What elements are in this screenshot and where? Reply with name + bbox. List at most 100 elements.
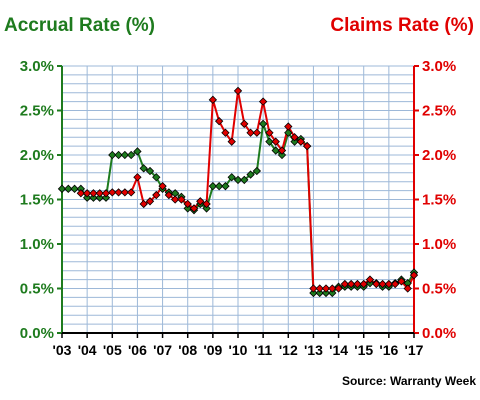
accrual-rate-axis-title: Accrual Rate (%)	[4, 15, 155, 36]
accrual-rate-marker	[64, 184, 73, 193]
ticks: 0.0% 0.5% 1.0% 1.5% 2.0% 2.5% 3.0% 0.0% 0.5% 1.0%…	[20, 58, 456, 358]
claims-rate-marker	[315, 284, 324, 293]
right-tick-label: 0.0%	[422, 325, 456, 342]
claims-rate-marker	[403, 284, 412, 293]
accrual-rate-marker	[82, 193, 92, 202]
accrual-rate-marker	[309, 288, 318, 298]
left-tick-label: 0.5%	[20, 281, 54, 298]
claims-rate-marker	[101, 189, 111, 198]
accrual-rate-marker	[120, 150, 130, 160]
accrual-rate-marker	[108, 150, 117, 160]
claims-rate-marker	[397, 277, 406, 286]
claims-rate-marker	[120, 188, 130, 197]
accrual-rate-marker	[284, 128, 293, 137]
series-markers	[57, 86, 419, 298]
accrual-rate-marker	[126, 150, 136, 160]
left-tick-label: 1.0%	[20, 236, 54, 253]
accrual-rate-marker	[101, 193, 111, 202]
claims-rate-marker	[89, 189, 98, 198]
x-tick-label: '08	[178, 342, 197, 358]
accrual-rate-marker	[290, 137, 299, 146]
left-tick-label: 1.5%	[20, 192, 54, 209]
claims-rate-marker	[208, 95, 218, 104]
accrual-rate-marker	[265, 137, 274, 146]
claims-rate-marker	[233, 86, 243, 96]
x-tick-label: '07	[153, 342, 172, 358]
claims-rate-marker	[202, 199, 211, 209]
accrual-rate-marker	[258, 119, 268, 129]
claims-rate-marker	[409, 270, 419, 280]
accrual-rate-marker	[233, 175, 243, 185]
claims-rate-marker	[271, 137, 280, 146]
accrual-rate-marker	[95, 193, 104, 202]
accrual-rate-marker	[321, 288, 331, 298]
claims-rate-marker	[252, 128, 262, 137]
claims-rate-marker	[164, 190, 174, 200]
claims-rate-marker	[378, 279, 387, 289]
accrual-rate-marker	[227, 173, 236, 182]
right-tick-label: 2.0%	[422, 147, 456, 164]
x-tick-label: '03	[53, 342, 72, 358]
accrual-rate-marker	[240, 175, 249, 185]
claims-rate-marker	[126, 188, 136, 197]
claims-rate-marker	[95, 189, 104, 198]
claims-rate-marker	[346, 279, 356, 289]
accrual-rate-marker	[114, 150, 123, 160]
accrual-rate-marker	[202, 204, 211, 213]
accrual-rate-marker	[139, 164, 148, 173]
accrual-rate-marker	[70, 184, 79, 193]
claims-rate-axis-title: Claims Rate (%)	[330, 15, 474, 36]
claims-rate-marker	[277, 146, 287, 155]
claims-rate-marker	[170, 195, 180, 204]
claims-rate-marker	[328, 284, 337, 293]
x-tick-label: '14	[329, 342, 348, 358]
claims-rate-marker	[227, 137, 236, 146]
claims-rate-marker	[177, 195, 186, 204]
right-tick-label: 3.0%	[422, 58, 456, 75]
x-tick-label: '12	[279, 342, 298, 358]
x-tick-label: '10	[229, 342, 248, 358]
claims-rate-marker	[353, 279, 362, 289]
x-tick-label: '09	[203, 342, 222, 358]
x-tick-label: '13	[304, 342, 323, 358]
claims-rate-marker	[390, 279, 400, 289]
claims-rate-marker	[189, 204, 199, 213]
accrual-rate-marker	[152, 173, 161, 182]
claims-rate-marker	[145, 197, 155, 206]
accrual-rate-marker	[271, 146, 280, 155]
claims-rate-marker	[196, 197, 205, 206]
x-tick-label: '16	[379, 342, 398, 358]
claims-rate-marker	[139, 199, 148, 209]
x-tick-label: '15	[354, 342, 373, 358]
accrual-rate-marker	[221, 181, 230, 191]
claims-rate-marker	[258, 97, 268, 106]
left-tick-label: 2.0%	[20, 147, 54, 164]
claims-rate-marker	[158, 181, 167, 191]
claims-rate-marker	[76, 189, 86, 198]
claims-rate-marker	[221, 128, 230, 137]
claims-rate-marker	[302, 141, 312, 151]
right-tick-label: 0.5%	[422, 281, 456, 298]
claims-rate-marker	[384, 279, 394, 289]
accrual-rate-marker	[277, 150, 287, 160]
accrual-rate-marker	[208, 181, 218, 191]
x-tick-label: '04	[78, 342, 97, 358]
accrual-rate-marker	[328, 288, 337, 298]
claims-rate-marker	[359, 279, 368, 289]
accrual-rate-marker	[252, 166, 262, 176]
claims-rate-marker	[240, 119, 249, 129]
claims-rate-marker	[309, 284, 318, 293]
claims-rate-marker	[246, 128, 255, 137]
accrual-rate-marker	[145, 166, 155, 176]
claims-rate-marker	[133, 173, 142, 182]
claims-rate-marker	[290, 133, 299, 142]
claims-rate-marker	[365, 275, 375, 284]
accrual-rate-marker	[246, 170, 255, 179]
claims-rate-marker	[82, 189, 92, 198]
claims-rate-marker	[114, 188, 123, 197]
claims-rate-marker	[321, 284, 331, 293]
right-tick-label: 2.5%	[422, 103, 456, 120]
plot-grid	[61, 65, 415, 334]
claims-rate-marker	[214, 117, 224, 126]
